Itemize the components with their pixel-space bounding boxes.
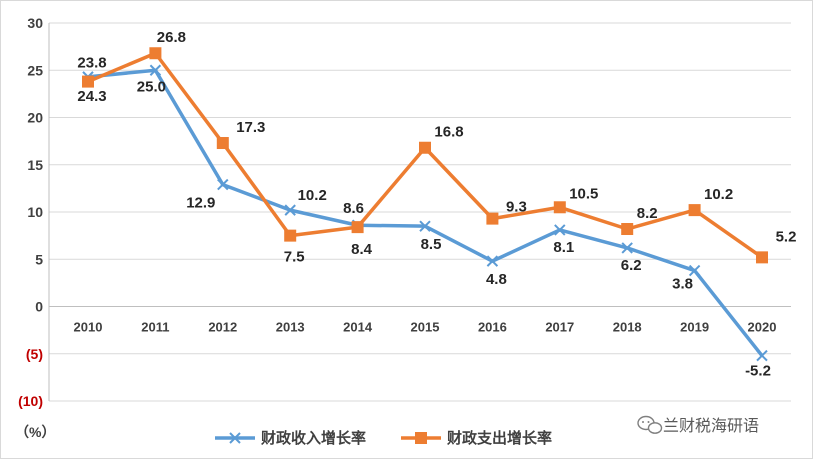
y-tick-label: 30 [27, 15, 43, 31]
data-label: 23.8 [77, 55, 106, 72]
x-axis-ticks: 2010 2011 2012 2013 2014 2015 2016 2017 2018 2019… [74, 320, 777, 335]
x-tick-label: 2019 [680, 320, 709, 335]
data-point-marker [554, 224, 566, 236]
data-point-marker [688, 264, 701, 277]
series-revenue [82, 64, 768, 362]
data-label: 12.9 [186, 195, 215, 212]
data-point-marker [149, 64, 162, 76]
x-tick-label: 2010 [74, 320, 103, 335]
y-axis-ticks: 30 25 20 15 10 5 0 (5) (10) [18, 15, 43, 409]
data-label: 9.3 [506, 199, 527, 216]
x-tick-label: 2020 [748, 320, 777, 335]
data-point-marker [284, 229, 297, 242]
legend: 财政收入增长率 财政支出增长率 [215, 429, 552, 447]
watermark: 兰财税海研语 [637, 415, 759, 435]
legend-label: 财政支出增长率 [447, 429, 552, 447]
gridlines [48, 22, 791, 402]
data-label: -5.2 [745, 363, 771, 380]
y-tick-label: 15 [27, 157, 43, 173]
legend-item-revenue: 财政收入增长率 [215, 429, 366, 447]
data-point-marker [756, 349, 768, 362]
y-tick-label: 0 [35, 299, 43, 315]
data-label: 26.8 [157, 29, 186, 46]
legend-item-expenditure: 财政支出增长率 [401, 429, 552, 447]
data-point-marker [415, 432, 427, 444]
data-point-marker [229, 432, 241, 444]
series-line [87, 68, 764, 357]
watermark-text: 兰财税海研语 [663, 417, 759, 435]
x-tick-label: 2013 [276, 320, 305, 335]
legend-label: 财政收入增长率 [261, 429, 366, 447]
data-point-marker [351, 221, 364, 234]
y-tick-label: 20 [27, 110, 43, 126]
data-point-marker [486, 212, 499, 225]
data-label: 4.8 [486, 271, 507, 288]
data-label: 7.5 [284, 249, 305, 266]
data-point-marker [621, 242, 633, 254]
data-point-marker [756, 251, 768, 264]
data-label: 8.2 [637, 205, 658, 222]
data-label: 24.3 [77, 88, 106, 105]
data-label: 16.8 [434, 124, 463, 141]
data-label: 5.2 [776, 228, 797, 245]
data-point-marker [688, 204, 701, 217]
data-point-marker [284, 204, 296, 216]
wechat-icon [637, 415, 663, 434]
data-label: 10.2 [704, 186, 733, 203]
y-tick-label: (10) [18, 393, 43, 409]
unit-label: （%） [15, 424, 55, 440]
data-label: 8.5 [421, 236, 442, 253]
data-point-marker [217, 178, 229, 191]
series-lines [82, 47, 768, 362]
x-tick-label: 2015 [411, 320, 440, 335]
data-point-marker [82, 75, 94, 88]
data-label: 17.3 [236, 119, 265, 136]
x-tick-label: 2014 [343, 320, 373, 335]
y-tick-label: 5 [35, 251, 43, 267]
x-tick-label: 2017 [545, 320, 574, 335]
data-label: 10.5 [569, 185, 598, 202]
data-label: 8.6 [343, 200, 364, 217]
data-label: 8.1 [553, 239, 574, 256]
data-label: 3.8 [672, 276, 693, 293]
y-tick-label: 25 [27, 62, 43, 78]
data-labels: 24.3 25.0 12.9 10.2 8.6 8.5 4.8 8.1 6.2 3.8 -5.2 23… [77, 29, 796, 379]
y-tick-label: 10 [27, 204, 43, 220]
y-tick-label: (5) [26, 346, 43, 362]
x-tick-label: 2011 [141, 320, 169, 335]
data-label: 25.0 [137, 78, 166, 95]
series-expenditure [82, 47, 768, 264]
data-point-marker [216, 137, 229, 150]
x-tick-label: 2018 [613, 320, 642, 335]
x-tick-label: 2012 [208, 320, 237, 335]
data-label: 6.2 [621, 257, 642, 274]
data-point-marker [621, 223, 634, 236]
data-label: 10.2 [298, 187, 327, 204]
data-point-marker [419, 220, 431, 232]
data-point-marker [149, 47, 162, 60]
data-label: 8.4 [351, 241, 373, 258]
data-point-marker [553, 201, 566, 214]
data-point-marker [486, 255, 499, 267]
data-point-marker [419, 141, 431, 154]
x-tick-label: 2016 [478, 320, 507, 335]
